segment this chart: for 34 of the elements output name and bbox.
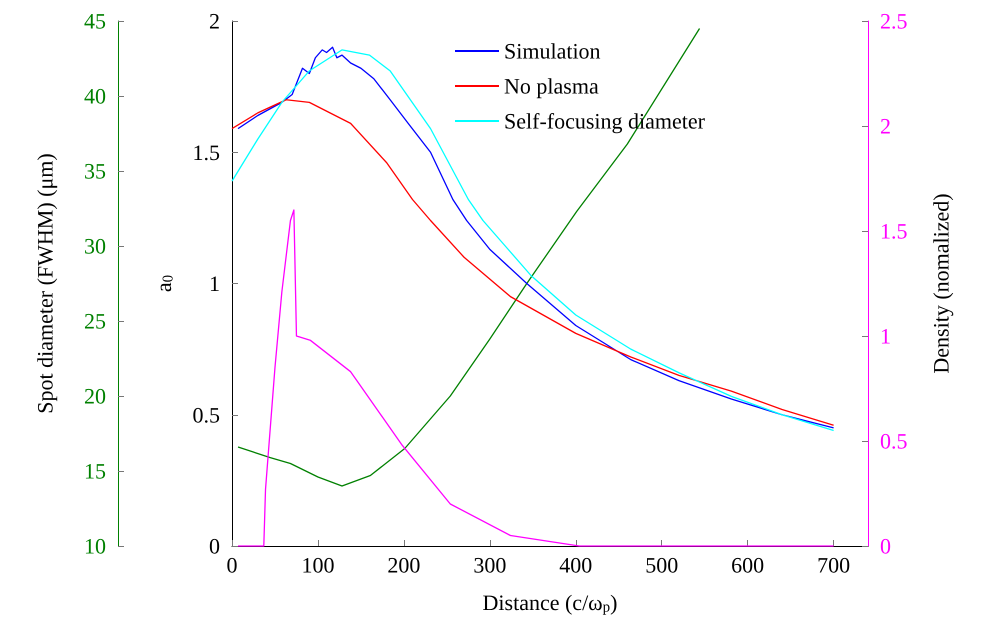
x-axis-title: Distance (c/ωp): [482, 590, 618, 616]
y-axis-title: a0: [151, 274, 176, 292]
y-tick-label: 2: [209, 8, 220, 34]
x-tick-label: 0: [226, 552, 238, 578]
line-series: [237, 209, 834, 547]
y2-axis-title: Spot diameter (FWHM) (μm): [32, 153, 58, 414]
y2-tick-label: 40: [84, 84, 106, 108]
x-tick-label: 500: [645, 552, 678, 578]
x-tick-label: 700: [817, 552, 850, 578]
y3-axis-title: Density (nomalized): [928, 193, 954, 374]
y2-tick-label: 20: [84, 384, 106, 408]
y3-tick-label: 2.5: [880, 8, 908, 34]
y2-tick-label: 10: [84, 534, 106, 558]
x-tick-label: 600: [731, 552, 764, 578]
y3-tick-label: 0.5: [880, 428, 908, 454]
y2-tick-label: 15: [84, 458, 106, 484]
y3-tick-label: 1: [880, 324, 891, 348]
legend-label: No plasma: [504, 74, 599, 98]
y3-tick-label: 2: [880, 114, 891, 138]
y2-tick-label: 35: [84, 158, 106, 184]
y2-tick-label: 45: [84, 8, 106, 34]
y2-tick-label: 25: [84, 308, 106, 334]
y-tick-label: 1.5: [192, 140, 220, 165]
y2-tick-label: 30: [84, 234, 106, 258]
x-tick-label: 100: [301, 552, 334, 578]
y-tick-label: 1: [209, 271, 220, 296]
y-tick-label: 0.5: [192, 402, 220, 428]
y3-tick-label: 0: [880, 534, 891, 558]
x-tick-label: 200: [387, 552, 420, 578]
x-tick-label: 400: [559, 552, 592, 578]
legend-label: Simulation: [504, 38, 601, 64]
y3-tick-label: 1.5: [880, 218, 908, 244]
x-tick-label: 300: [473, 552, 506, 578]
y-tick-label: 0: [209, 534, 220, 558]
